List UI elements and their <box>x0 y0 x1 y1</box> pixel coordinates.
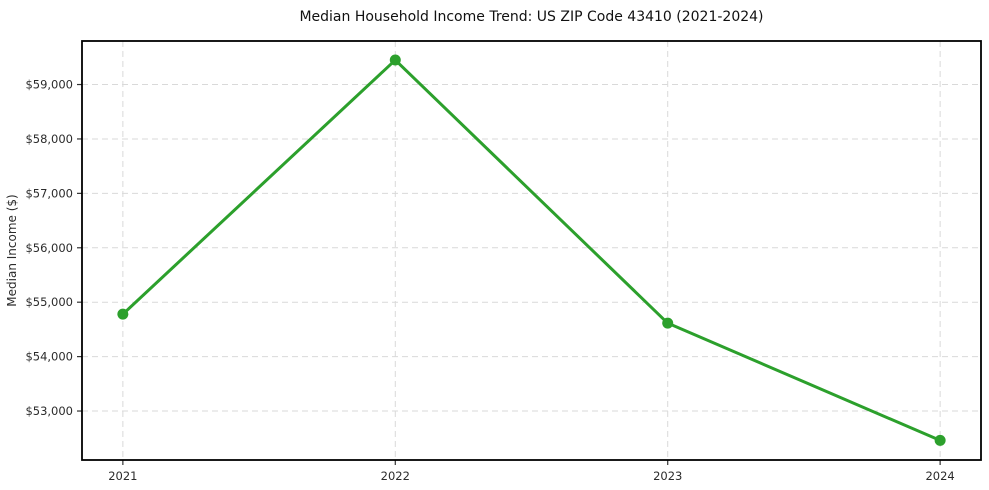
y-tick-label: $53,000 <box>25 404 73 418</box>
x-tick-label: 2024 <box>925 469 954 483</box>
y-tick-label: $55,000 <box>25 295 73 309</box>
data-point <box>117 308 129 320</box>
data-point <box>389 54 401 66</box>
y-tick-label: $57,000 <box>25 186 73 200</box>
y-axis-label: Median Income ($) <box>5 194 19 306</box>
y-tick-label: $58,000 <box>25 132 73 146</box>
x-tick-label: 2023 <box>653 469 682 483</box>
y-tick-label: $56,000 <box>25 241 73 255</box>
data-point <box>934 434 946 446</box>
y-tick-label: $54,000 <box>25 350 73 364</box>
y-tick-label: $59,000 <box>25 78 73 92</box>
x-tick-label: 2021 <box>108 469 137 483</box>
plot-border <box>81 40 982 461</box>
x-tick-label: 2022 <box>381 469 410 483</box>
income-trend-line <box>121 58 942 442</box>
data-point <box>662 317 674 329</box>
chart-title: Median Household Income Trend: US ZIP Co… <box>299 9 764 25</box>
